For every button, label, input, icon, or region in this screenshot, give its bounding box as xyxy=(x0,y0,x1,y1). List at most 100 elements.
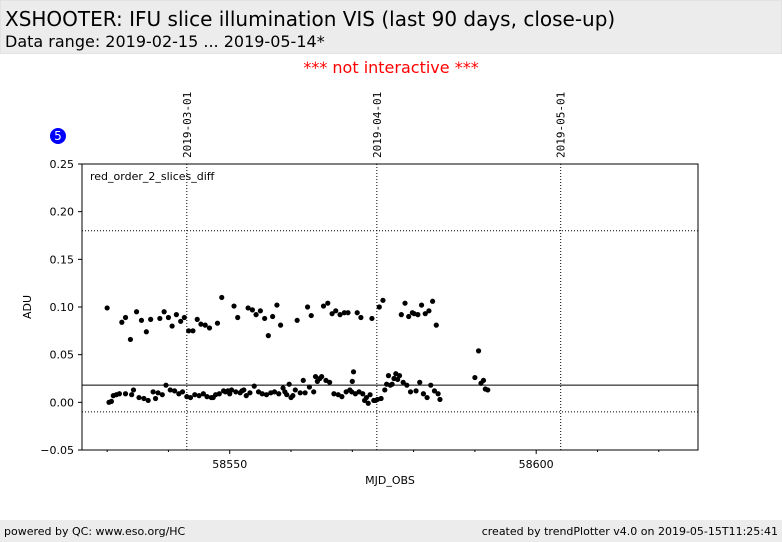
data-point xyxy=(108,398,115,404)
data-point xyxy=(400,379,406,385)
data-point xyxy=(407,389,414,395)
data-point xyxy=(290,393,296,399)
data-point xyxy=(171,388,178,394)
data-point xyxy=(380,297,386,303)
data-point xyxy=(216,391,222,397)
data-point xyxy=(429,298,436,304)
data-point xyxy=(262,315,268,322)
data-point xyxy=(304,304,311,310)
data-point xyxy=(424,394,430,401)
data-point xyxy=(129,392,135,398)
data-point xyxy=(165,314,172,321)
data-point xyxy=(143,329,149,335)
data-point xyxy=(426,308,432,314)
date-marker-label: 2019-03-01 xyxy=(181,92,194,158)
data-point xyxy=(418,302,425,308)
data-point xyxy=(241,387,247,393)
data-point xyxy=(119,319,125,325)
data-point xyxy=(415,312,421,318)
data-point xyxy=(196,393,202,399)
y-tick-label: 0.20 xyxy=(50,206,75,219)
data-point xyxy=(294,317,300,323)
data-point xyxy=(376,304,382,310)
data-point xyxy=(422,311,428,317)
data-point xyxy=(428,382,434,388)
data-point xyxy=(265,333,271,339)
data-point xyxy=(263,392,270,398)
y-tick-label: 0.25 xyxy=(50,158,75,171)
data-point xyxy=(345,310,351,316)
data-point xyxy=(192,392,198,398)
not-interactive-notice: *** not interactive *** xyxy=(303,58,479,77)
data-point xyxy=(270,313,276,320)
data-point xyxy=(284,392,290,398)
series-annotation: red_order_2_slices_diff xyxy=(90,170,215,183)
data-point xyxy=(130,387,137,393)
data-point xyxy=(231,303,237,309)
data-point xyxy=(133,309,140,315)
data-point xyxy=(127,336,134,343)
data-point xyxy=(136,394,142,401)
data-point xyxy=(319,373,325,380)
y-tick-label: 0.00 xyxy=(50,396,75,409)
x-tick-label: 58600 xyxy=(519,458,554,471)
data-point xyxy=(327,379,333,385)
data-point xyxy=(363,394,370,401)
data-point xyxy=(349,378,355,384)
data-point xyxy=(181,314,187,321)
data-point xyxy=(243,393,249,399)
data-point xyxy=(389,381,395,387)
data-point xyxy=(145,397,151,404)
data-point xyxy=(378,395,384,402)
data-point xyxy=(186,328,192,334)
data-point xyxy=(214,320,221,326)
data-point xyxy=(150,389,156,395)
y-axis-label: ADU xyxy=(21,295,34,319)
data-point xyxy=(472,374,478,381)
data-point xyxy=(233,389,239,395)
data-point xyxy=(350,369,357,375)
data-point xyxy=(413,388,419,394)
data-point xyxy=(286,381,292,387)
footer-powered-by: powered by QC: www.eso.org/HC xyxy=(4,525,186,538)
y-tick-label: −0.05 xyxy=(40,444,74,457)
data-point xyxy=(259,391,265,397)
data-point xyxy=(163,382,169,388)
data-point xyxy=(360,391,366,397)
data-point xyxy=(367,392,373,398)
data-point xyxy=(437,396,443,403)
date-marker-label: 2019-04-01 xyxy=(371,92,384,158)
data-point xyxy=(161,309,167,315)
data-point xyxy=(198,321,204,327)
data-point xyxy=(274,302,280,308)
plot-header: XSHOOTER: IFU slice illumination VIS (la… xyxy=(0,0,782,54)
data-point xyxy=(253,312,259,318)
data-point xyxy=(204,394,210,400)
data-point xyxy=(385,373,392,379)
data-point xyxy=(329,311,335,317)
data-point xyxy=(485,387,491,393)
data-point xyxy=(435,391,441,397)
data-point xyxy=(292,387,298,393)
data-point xyxy=(116,391,122,397)
data-point xyxy=(187,394,194,401)
data-point xyxy=(200,391,206,397)
data-point xyxy=(257,308,263,314)
data-point xyxy=(320,303,327,309)
page-footer: powered by QC: www.eso.org/HC created by… xyxy=(0,520,782,542)
data-point xyxy=(420,391,427,397)
data-point xyxy=(235,314,241,321)
data-point xyxy=(148,316,154,322)
data-point xyxy=(300,377,306,384)
data-point xyxy=(311,389,317,395)
data-point xyxy=(480,377,487,384)
data-point xyxy=(354,310,360,316)
data-point xyxy=(194,316,200,322)
data-point xyxy=(159,392,165,398)
data-point xyxy=(325,300,331,306)
y-tick-label: 0.10 xyxy=(50,301,75,314)
data-point xyxy=(167,387,173,393)
data-point xyxy=(247,390,253,396)
y-tick-label: 0.05 xyxy=(50,349,75,362)
data-point xyxy=(276,391,282,397)
